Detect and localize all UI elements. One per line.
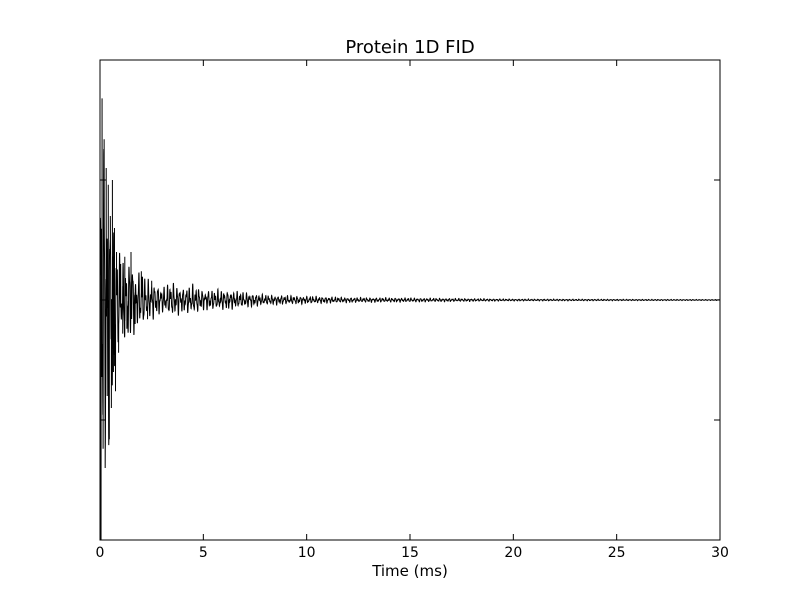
x-tick-label: 10	[298, 545, 316, 561]
x-tick-label: 15	[401, 545, 419, 561]
y-axis-ticks	[100, 179, 720, 421]
x-tick-label: 20	[504, 545, 522, 561]
x-tick-label: 25	[608, 545, 626, 561]
x-tick-label: 0	[96, 545, 105, 561]
chart-title: Protein 1D FID	[345, 37, 474, 58]
x-tick-label: 5	[199, 545, 208, 561]
x-axis-label: Time (ms)	[371, 562, 448, 580]
fid-signal-line	[99, 98, 721, 541]
x-tick-label: 30	[711, 545, 729, 561]
x-axis-ticks: 0 5 10 15 20 25 30	[96, 60, 729, 561]
